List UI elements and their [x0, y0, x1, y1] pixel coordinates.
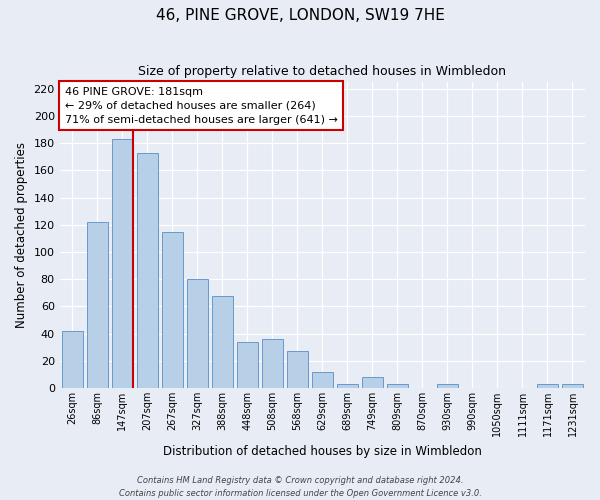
Text: 46 PINE GROVE: 181sqm
← 29% of detached houses are smaller (264)
71% of semi-det: 46 PINE GROVE: 181sqm ← 29% of detached …	[65, 86, 338, 124]
Text: 46, PINE GROVE, LONDON, SW19 7HE: 46, PINE GROVE, LONDON, SW19 7HE	[155, 8, 445, 22]
Bar	[161, 232, 183, 388]
Bar	[86, 222, 108, 388]
Bar	[137, 152, 158, 388]
Bar	[112, 139, 133, 388]
Bar	[212, 296, 233, 388]
X-axis label: Distribution of detached houses by size in Wimbledon: Distribution of detached houses by size …	[163, 444, 482, 458]
Text: Contains HM Land Registry data © Crown copyright and database right 2024.
Contai: Contains HM Land Registry data © Crown c…	[119, 476, 481, 498]
Bar	[262, 339, 283, 388]
Bar	[537, 384, 558, 388]
Bar	[312, 372, 333, 388]
Title: Size of property relative to detached houses in Wimbledon: Size of property relative to detached ho…	[139, 65, 506, 78]
Y-axis label: Number of detached properties: Number of detached properties	[15, 142, 28, 328]
Bar	[287, 352, 308, 388]
Bar	[387, 384, 408, 388]
Bar	[187, 279, 208, 388]
Bar	[437, 384, 458, 388]
Bar	[62, 331, 83, 388]
Bar	[337, 384, 358, 388]
Bar	[562, 384, 583, 388]
Bar	[236, 342, 258, 388]
Bar	[362, 377, 383, 388]
